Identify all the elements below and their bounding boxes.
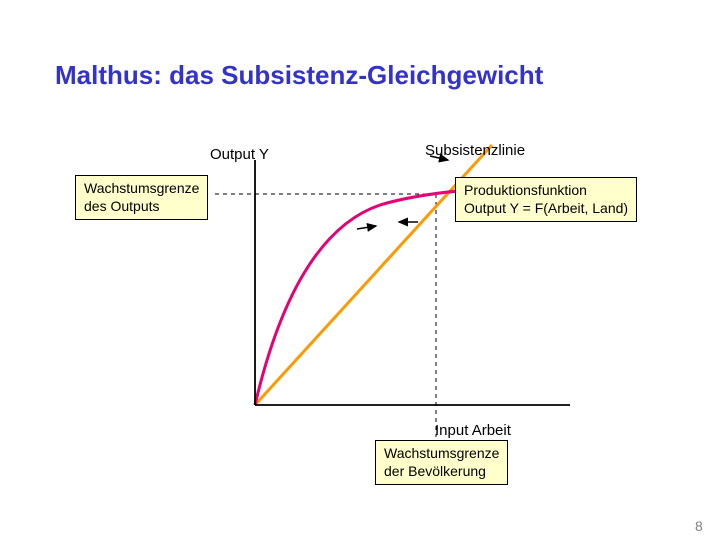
y-axis-label: Output Y bbox=[210, 146, 269, 163]
slide-title: Malthus: das Subsistenz-Gleichgewicht bbox=[55, 60, 543, 91]
subsistence-label: Subsistenzlinie bbox=[425, 142, 525, 159]
output-limit-line2: des Outputs bbox=[84, 198, 160, 214]
output-limit-line1: Wachstumsgrenze bbox=[84, 180, 199, 196]
population-limit-line1: Wachstumsgrenze bbox=[384, 445, 499, 461]
population-limit-line2: der Bevölkerung bbox=[384, 463, 486, 479]
production-fn-line1: Produktionsfunktion bbox=[464, 182, 587, 198]
output-limit-box: Wachstumsgrenze des Outputs bbox=[75, 175, 208, 220]
population-limit-box: Wachstumsgrenze der Bevölkerung bbox=[375, 440, 508, 485]
production-fn-line2: Output Y = F(Arbeit, Land) bbox=[464, 200, 628, 216]
arrow-top-left bbox=[357, 226, 376, 229]
page-number: 8 bbox=[695, 518, 703, 534]
x-axis-label: Input Arbeit bbox=[435, 422, 511, 439]
production-fn-box: Produktionsfunktion Output Y = F(Arbeit,… bbox=[455, 177, 637, 222]
